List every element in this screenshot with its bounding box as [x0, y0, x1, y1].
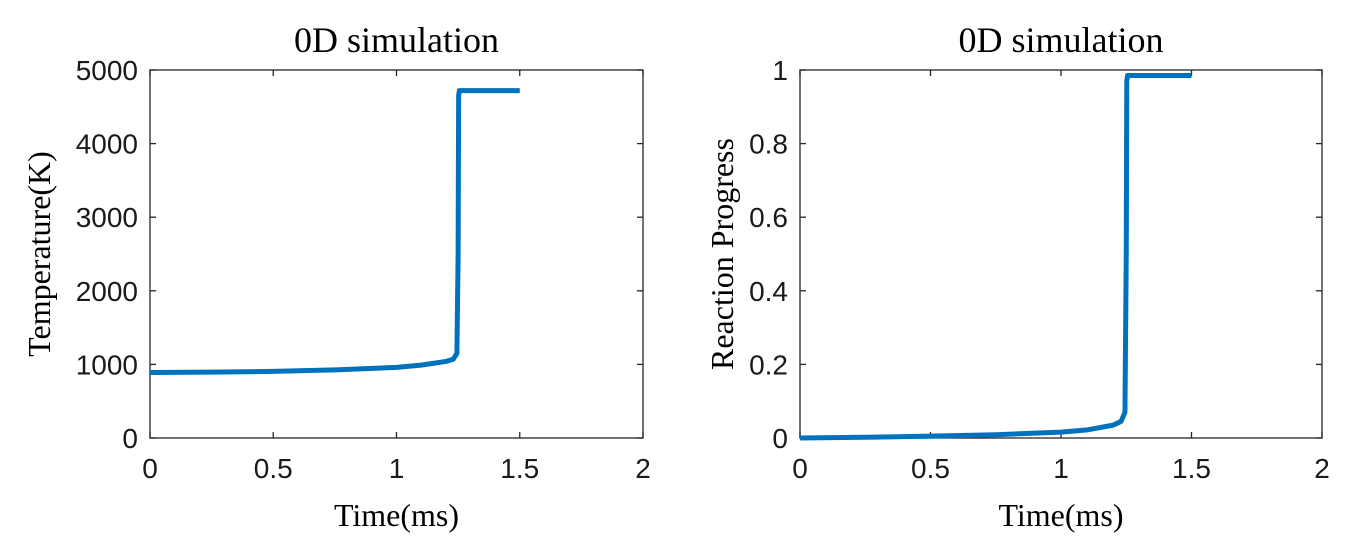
- y-tick-label: 5000: [76, 55, 138, 86]
- x-tick-label: 1.5: [500, 453, 539, 484]
- y-axis-label: Reaction Progress: [704, 138, 740, 370]
- y-tick-label: 2000: [76, 276, 138, 307]
- x-tick-label: 2: [635, 453, 651, 484]
- y-tick-label: 1000: [76, 349, 138, 380]
- y-tick-label: 0.2: [749, 349, 788, 380]
- y-tick-label: 0.6: [749, 202, 788, 233]
- x-tick-label: 2: [1314, 453, 1330, 484]
- y-tick-label: 0.8: [749, 129, 788, 160]
- x-axis-label: Time(ms): [998, 497, 1123, 533]
- chart-panel-2: 0D simulation 0 0.5 1 1.5 2 0 0.2 0.4 0.6 0.8 1 Time…: [704, 20, 1330, 533]
- x-tick-label: 1.5: [1172, 453, 1211, 484]
- x-tick-label: 1: [1053, 453, 1069, 484]
- series-line-1: [149, 88, 520, 375]
- y-tick-label: 0: [122, 423, 138, 454]
- x-axis-label: Time(ms): [334, 497, 459, 533]
- chart-title: 0D simulation: [294, 20, 499, 60]
- y-axis-label: Temperature(K): [21, 151, 57, 357]
- x-tick-label: 0: [792, 453, 808, 484]
- chart-panel-1: 0D simulation 0 0.5 1 1.5 2 0 1000 2000 3000 4000 5…: [21, 20, 651, 533]
- x-tick-label: 1: [389, 453, 405, 484]
- x-tick-label: 0.5: [254, 453, 293, 484]
- y-tick-label: 0: [772, 423, 788, 454]
- axes-box: [799, 69, 1323, 439]
- y-tick-label: 1: [772, 55, 788, 86]
- axes-box: [149, 69, 644, 439]
- y-tick-label: 4000: [76, 129, 138, 160]
- chart-title: 0D simulation: [959, 20, 1164, 60]
- x-tick-label: 0: [142, 453, 158, 484]
- y-tick-label: 0.4: [749, 276, 788, 307]
- y-tick-label: 3000: [76, 202, 138, 233]
- series-line-1: [799, 73, 1192, 441]
- x-tick-label: 0.5: [911, 453, 950, 484]
